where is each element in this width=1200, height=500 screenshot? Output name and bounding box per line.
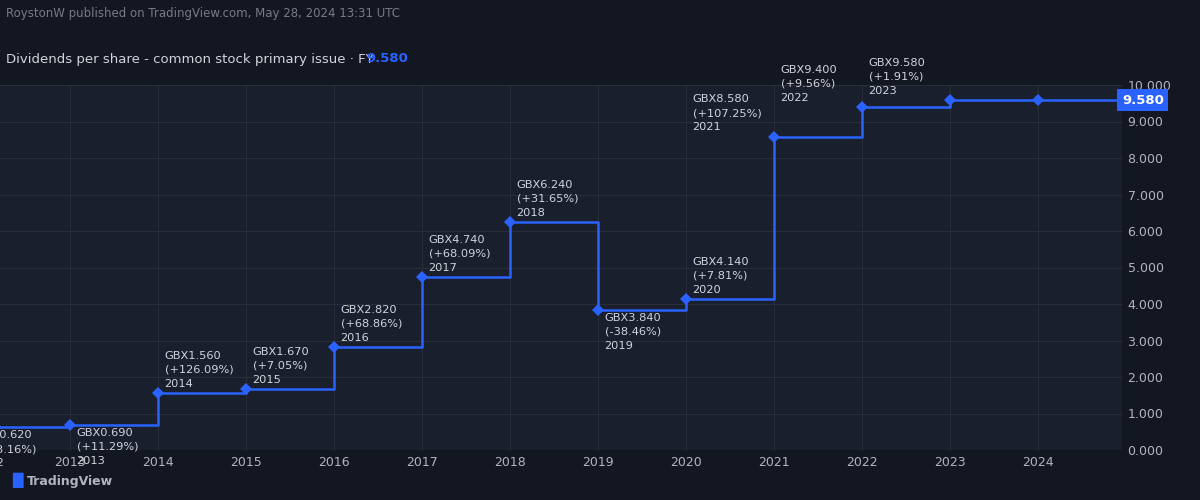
Text: GBX4.140
(+7.81%)
2020: GBX4.140 (+7.81%) 2020	[692, 256, 749, 294]
Text: GBX4.740
(+68.09%)
2017: GBX4.740 (+68.09%) 2017	[428, 234, 490, 273]
Text: GBX1.560
(+126.09%)
2014: GBX1.560 (+126.09%) 2014	[164, 350, 233, 389]
Text: GBX8.580
(+107.25%)
2021: GBX8.580 (+107.25%) 2021	[692, 94, 761, 132]
Text: GBX9.580
(+1.91%)
2023: GBX9.580 (+1.91%) 2023	[869, 58, 925, 96]
Text: RoystonW published on TradingView.com, May 28, 2024 13:31 UTC: RoystonW published on TradingView.com, M…	[6, 8, 400, 20]
Text: GBX0.690
(+11.29%)
2013: GBX0.690 (+11.29%) 2013	[77, 428, 138, 466]
Text: 9.580: 9.580	[1122, 94, 1164, 107]
Text: ▐▌: ▐▌	[6, 472, 30, 488]
Text: TradingView: TradingView	[26, 474, 113, 488]
Text: 9.580: 9.580	[366, 52, 408, 66]
Text: GBX3.840
(-38.46%)
2019: GBX3.840 (-38.46%) 2019	[605, 313, 661, 351]
Text: Dividends per share - common stock primary issue · FY: Dividends per share - common stock prima…	[6, 52, 382, 66]
Text: GBX1.670
(+7.05%)
2015: GBX1.670 (+7.05%) 2015	[252, 346, 310, 385]
Text: GBX2.820
(+68.86%)
2016: GBX2.820 (+68.86%) 2016	[341, 304, 402, 343]
Text: GBX9.400
(+9.56%)
2022: GBX9.400 (+9.56%) 2022	[780, 64, 838, 102]
Text: GBX0.620
(+63.16%)
2012: GBX0.620 (+63.16%) 2012	[0, 430, 37, 469]
Text: GBX6.240
(+31.65%)
2018: GBX6.240 (+31.65%) 2018	[516, 180, 578, 218]
